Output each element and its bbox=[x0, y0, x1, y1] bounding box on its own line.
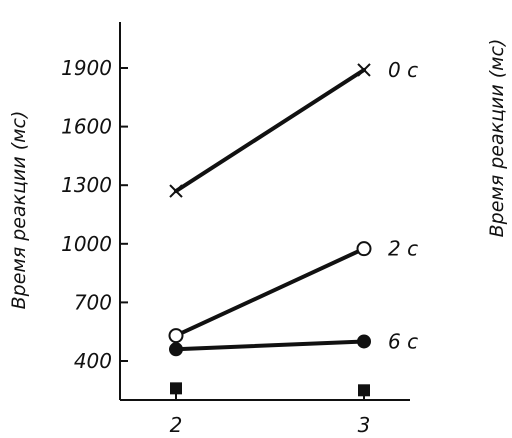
cross-marker-stroke bbox=[357, 63, 371, 77]
y-tick-label: 1000 bbox=[61, 232, 112, 256]
y-tick-label: 1600 bbox=[61, 115, 112, 139]
series-line bbox=[174, 67, 366, 194]
filled-square-marker bbox=[170, 382, 182, 395]
y-tick-label: 400 bbox=[74, 349, 112, 373]
y-tick-label: 1900 bbox=[61, 56, 112, 80]
filled-circle-marker bbox=[169, 342, 183, 357]
series-0: 0 с bbox=[169, 58, 418, 198]
x-tick-label: 2 bbox=[170, 413, 183, 437]
filled-circle-marker bbox=[357, 334, 371, 349]
series-label: 6 с bbox=[388, 329, 418, 353]
series-1: 2 с bbox=[168, 237, 418, 344]
axes: 400 700 1000 1300 1600 1900 2 3 bbox=[61, 22, 410, 437]
open-circle-marker bbox=[356, 241, 372, 257]
x-tick-label: 3 bbox=[358, 413, 371, 437]
series-layer: 0 с 2 с 6 с bbox=[168, 58, 418, 397]
series-label: 2 с bbox=[388, 237, 418, 261]
cross-marker bbox=[357, 63, 371, 77]
y-tick-label: 700 bbox=[74, 290, 112, 314]
filled-square-marker bbox=[358, 384, 370, 397]
y-axis-title-left: Время реакции (мс) bbox=[8, 111, 30, 310]
cross-marker bbox=[169, 184, 183, 198]
y-axis-title-right: Время реакции (мс) bbox=[486, 39, 508, 238]
open-circle-marker bbox=[168, 328, 184, 344]
series-3 bbox=[170, 382, 370, 397]
series-2: 6 с bbox=[169, 329, 418, 357]
series-line bbox=[174, 246, 366, 338]
series-label: 0 с bbox=[388, 58, 418, 82]
cross-marker-stroke bbox=[169, 184, 183, 198]
y-tick-label: 1300 bbox=[61, 173, 112, 197]
series-line bbox=[174, 339, 366, 352]
